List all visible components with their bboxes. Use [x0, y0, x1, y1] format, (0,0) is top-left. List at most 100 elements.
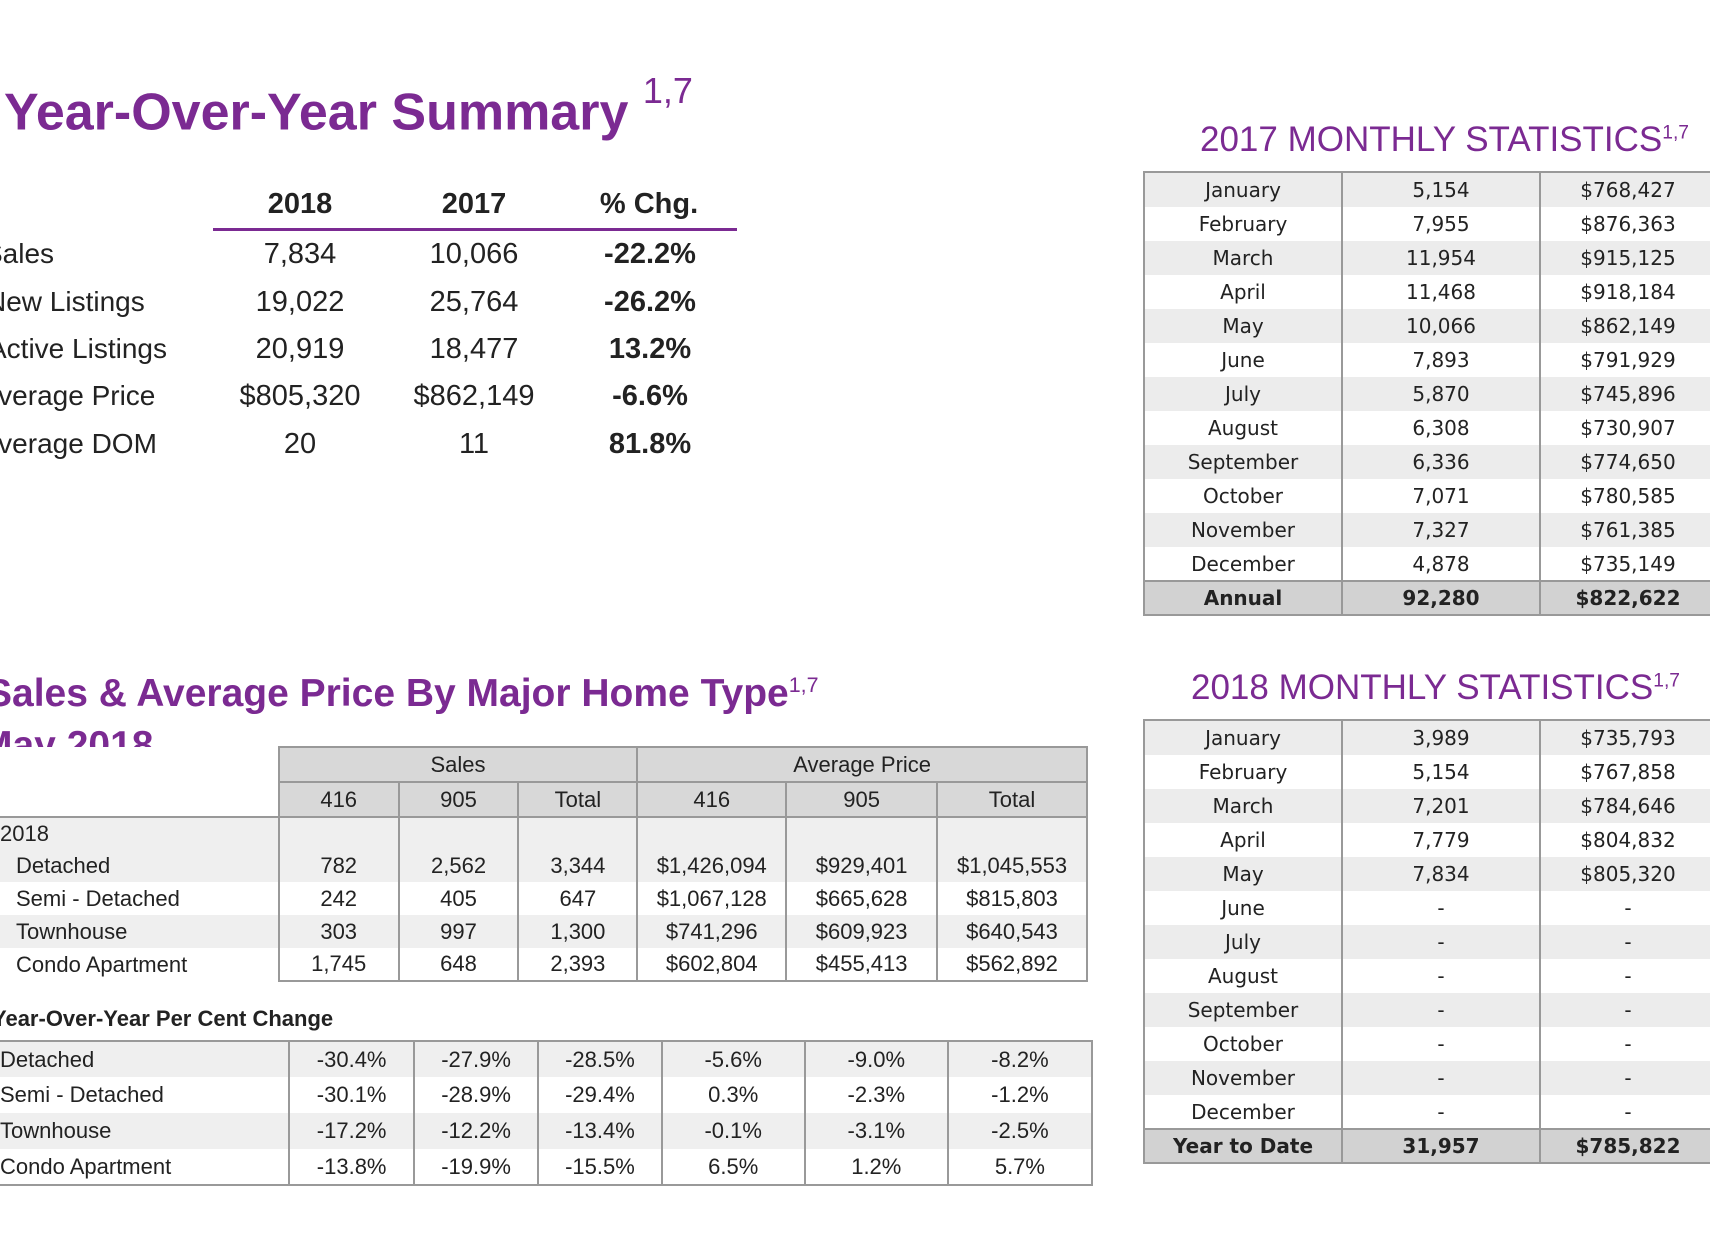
- home-type-value: 997: [397, 915, 519, 948]
- yoy-change-title: Year-Over-Year Per Cent Change: [0, 1006, 334, 1031]
- yoy-change-value: 0.3%: [660, 1077, 805, 1113]
- monthly-month: September: [1145, 993, 1342, 1027]
- monthly-avg-price: $805,320: [1539, 857, 1710, 891]
- monthly-row: September - -: [1145, 993, 1710, 1027]
- empty-cell: [277, 817, 399, 849]
- summary-value-v2018: 7,834: [263, 238, 337, 270]
- yoy-change-value: 1.2%: [803, 1149, 948, 1185]
- monthly-sales: 7,327: [1341, 513, 1540, 547]
- monthly-avg-price: -: [1539, 959, 1710, 993]
- home-type-value: $562,892: [936, 948, 1088, 982]
- yoy-change-value: 6.5%: [660, 1149, 805, 1185]
- monthly-sales: 6,336: [1341, 445, 1540, 479]
- summary-header-2017: 2017: [441, 188, 507, 220]
- yoy-change-value: -30.1%: [288, 1077, 414, 1113]
- yoy-change-value: -1.2%: [946, 1077, 1092, 1113]
- home-type-value: $1,045,553: [936, 849, 1088, 882]
- monthly-avg-price: $780,585: [1539, 479, 1710, 513]
- summary-row-label: Active Listings: [0, 333, 167, 364]
- monthly-row: September 6,336 $774,650: [1145, 445, 1710, 479]
- home-type-value: $455,413: [785, 948, 938, 982]
- monthly-row: November - -: [1145, 1061, 1710, 1095]
- home-type-value: $929,401: [785, 849, 938, 882]
- monthly-avg-price: $876,363: [1539, 207, 1710, 241]
- monthly-row: January 3,989 $735,793: [1145, 721, 1710, 755]
- summary-row-label: New Listings: [0, 286, 145, 317]
- summary-value-chg: -26.2%: [604, 286, 696, 318]
- yoy-change-row: Townhouse -17.2% -12.2% -13.4% -0.1% -3.1% -2.…: [0, 1113, 1092, 1149]
- monthly-avg-price: $767,858: [1539, 755, 1710, 789]
- column-header: 905: [785, 781, 939, 818]
- summary-row-label: Average DOM: [0, 428, 157, 459]
- monthly-2018-footnote: 1,7: [1653, 670, 1681, 692]
- monthly-row: August - -: [1145, 959, 1710, 993]
- monthly-month: February: [1145, 207, 1342, 241]
- summary-value-v2017: 10,066: [429, 238, 519, 270]
- summary-value-v2018: 19,022: [255, 286, 345, 318]
- summary-value-chg: 81.8%: [608, 428, 692, 460]
- yoy-change-value: -12.2%: [412, 1113, 539, 1149]
- monthly-sales: -: [1341, 1027, 1540, 1061]
- home-type-row: Detached 782 2,562 3,344 $1,426,094 $929,401 $…: [0, 849, 1088, 882]
- home-type-table: Sales Average Price 416 905 Total 416 905 Total…: [0, 746, 1088, 982]
- monthly-avg-price: $774,650: [1539, 445, 1710, 479]
- monthly-avg-price: $791,929: [1539, 343, 1710, 377]
- monthly-row: May 10,066 $862,149: [1145, 309, 1710, 343]
- monthly-row: November 7,327 $761,385: [1145, 513, 1710, 547]
- group-header-row: Sales Average Price: [0, 746, 1088, 783]
- monthly-row: February 7,955 $876,363: [1145, 207, 1710, 241]
- home-type-value: $741,296: [636, 915, 787, 948]
- monthly-month: June: [1145, 343, 1342, 377]
- group-header-average-price: Average Price: [636, 746, 1088, 783]
- yoy-change-value: -17.2%: [288, 1113, 414, 1149]
- home-type-footnote: 1,7: [788, 673, 819, 697]
- monthly-row: December - -: [1145, 1095, 1710, 1129]
- monthly-month: August: [1145, 959, 1342, 993]
- column-header: 416: [636, 781, 788, 818]
- monthly-sales: 10,066: [1341, 309, 1540, 343]
- yoy-change-value: -3.1%: [803, 1113, 948, 1149]
- monthly-avg-price: $862,149: [1539, 309, 1710, 343]
- monthly-row: March 7,201 $784,646: [1145, 789, 1710, 823]
- monthly-month: November: [1145, 513, 1342, 547]
- home-type-label: Condo Apartment: [0, 948, 279, 981]
- monthly-total-label: Annual: [1145, 580, 1342, 614]
- yoy-change-value: -2.5%: [946, 1113, 1092, 1149]
- home-type-value: 1,745: [277, 948, 399, 982]
- monthly-row: October 7,071 $780,585: [1145, 479, 1710, 513]
- monthly-sales: 6,308: [1341, 411, 1540, 445]
- summary-row-label: Average Price: [0, 380, 156, 411]
- home-type-title: Sales & Average Price By Major Home Type…: [0, 672, 819, 716]
- monthly-month: September: [1145, 445, 1342, 479]
- group-header-sales: Sales: [277, 746, 639, 783]
- monthly-sales: 11,954: [1341, 241, 1540, 275]
- yoy-change-value: -13.4%: [537, 1113, 662, 1149]
- home-type-value: $1,426,094: [636, 849, 787, 882]
- monthly-sales: 3,989: [1341, 721, 1540, 755]
- monthly-month: December: [1145, 547, 1342, 581]
- monthly-month: July: [1145, 377, 1342, 411]
- home-type-value: 648: [397, 948, 519, 982]
- home-type-row: Townhouse 303 997 1,300 $741,296 $609,923 $640…: [0, 915, 1088, 948]
- home-type-value: 405: [397, 882, 519, 915]
- summary-header-2018: 2018: [267, 188, 333, 220]
- monthly-avg-price: $804,832: [1539, 823, 1710, 857]
- monthly-avg-price: -: [1539, 993, 1710, 1027]
- home-type-value: 303: [277, 915, 399, 948]
- monthly-avg-price: $784,646: [1539, 789, 1710, 823]
- monthly-2017-title: 2017 MONTHLY STATISTICS1,7: [1200, 120, 1689, 160]
- empty-cell: [785, 817, 938, 849]
- summary-value-chg: -6.6%: [612, 380, 688, 412]
- yoy-change-label: Detached: [0, 1041, 290, 1077]
- monthly-sales: 7,201: [1341, 789, 1540, 823]
- monthly-sales: 5,154: [1341, 755, 1540, 789]
- monthly-sales: -: [1341, 891, 1540, 925]
- monthly-row: July 5,870 $745,896: [1145, 377, 1710, 411]
- summary-row-label: Sales: [0, 238, 55, 269]
- monthly-avg-price: -: [1539, 891, 1710, 925]
- monthly-month: October: [1145, 1027, 1342, 1061]
- monthly-row: May 7,834 $805,320: [1145, 857, 1710, 891]
- monthly-month: August: [1145, 411, 1342, 445]
- empty-cell: [936, 817, 1088, 849]
- monthly-total-row: Annual 92,280 $822,622: [1145, 580, 1710, 614]
